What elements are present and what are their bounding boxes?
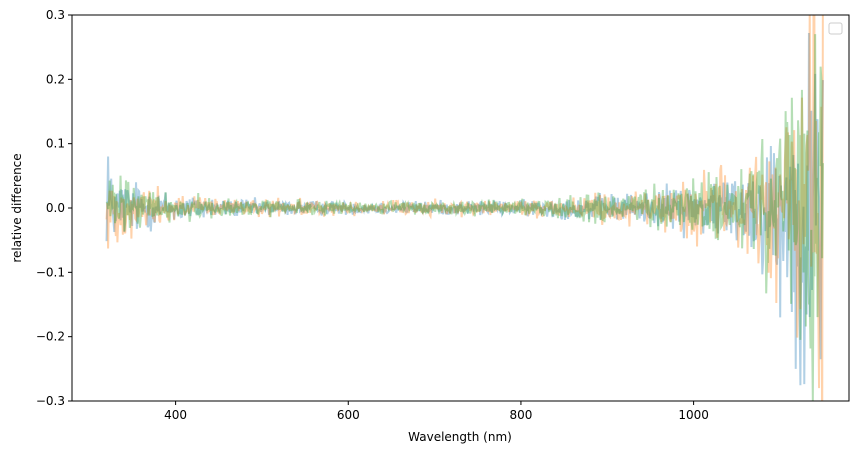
y-axis-ticks: −0.3 −0.2 −0.1 0.0 0.1 0.2 0.3 — [36, 8, 72, 408]
series-line — [105, 33, 824, 386]
x-tick-label: 800 — [509, 408, 532, 422]
y-tick-label: 0.1 — [46, 137, 65, 151]
y-axis-label: relative difference — [10, 153, 24, 262]
x-axis-label: Wavelength (nm) — [408, 430, 512, 444]
y-tick-label: 0.2 — [46, 72, 65, 86]
y-tick-label: 0.3 — [46, 8, 65, 22]
series-layer — [105, 15, 824, 401]
plot-frame — [71, 14, 850, 402]
y-tick-label: −0.3 — [36, 394, 65, 408]
legend-box — [828, 22, 843, 35]
y-tick-label: −0.1 — [36, 265, 65, 279]
x-tick-label: 400 — [164, 408, 187, 422]
series-line — [105, 15, 824, 401]
x-axis-ticks: 400 600 800 1000 — [164, 401, 709, 422]
series-line — [105, 34, 824, 401]
y-tick-label: −0.2 — [36, 330, 65, 344]
x-tick-label: 600 — [337, 408, 360, 422]
x-tick-label: 1000 — [678, 408, 709, 422]
y-tick-label: 0.0 — [46, 201, 65, 215]
